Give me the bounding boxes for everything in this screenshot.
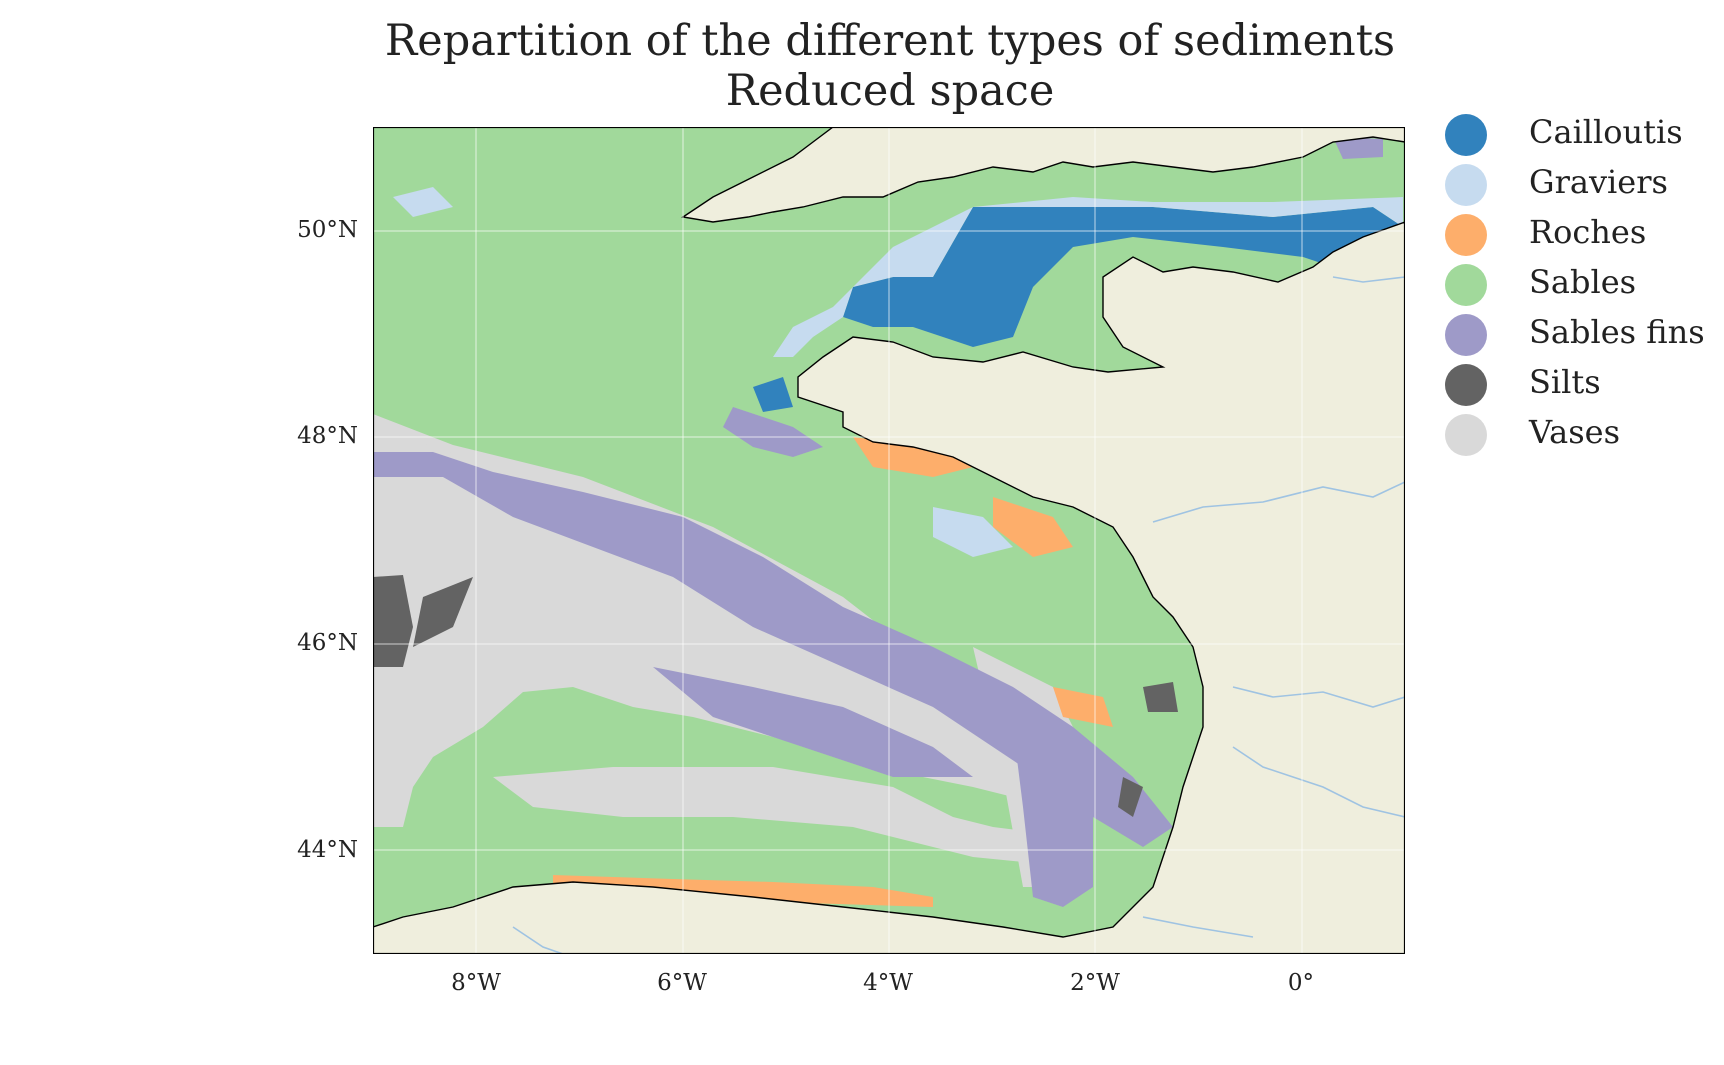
lon-tick-label: 4°W xyxy=(863,970,913,996)
zone-graviers-channel xyxy=(773,197,1403,357)
lon-tick-label: 8°W xyxy=(451,970,501,996)
zone-sables-fins-channel-east xyxy=(1333,137,1383,159)
river-garonne xyxy=(1232,746,1405,818)
sediment-map xyxy=(373,127,1405,954)
zone-graviers-south-brittany xyxy=(933,507,1013,557)
legend-swatch xyxy=(1445,164,1487,206)
zone-roches-coast xyxy=(993,497,1073,557)
zone-silts-landes xyxy=(1118,777,1143,817)
legend-label: Graviers xyxy=(1529,163,1668,201)
land-france xyxy=(373,221,1405,954)
zone-sables-fins-north xyxy=(723,407,823,457)
map-subtitle: Reduced space xyxy=(725,66,1055,116)
river-dordogne xyxy=(1232,686,1405,708)
zone-vases-west xyxy=(373,427,463,767)
river-seine xyxy=(1332,276,1405,283)
zone-graviers-north xyxy=(393,187,453,217)
lon-tick-label: 0° xyxy=(1287,970,1315,996)
legend-swatch xyxy=(1445,264,1487,306)
zone-cailloutis-brittany xyxy=(753,377,793,412)
legend-swatch xyxy=(1445,214,1487,256)
zone-sables-fins-landes xyxy=(1003,687,1093,907)
legend-swatch xyxy=(1445,314,1487,356)
zone-cailloutis-channel xyxy=(843,207,1403,347)
legend-label: Silts xyxy=(1529,363,1601,401)
legend-label: Cailloutis xyxy=(1529,113,1683,151)
lat-tick-label: 44°N xyxy=(297,837,358,863)
zone-silts-gironde xyxy=(1143,682,1178,712)
zone-roches-brittany xyxy=(853,437,973,477)
map-gridlines xyxy=(373,127,1405,954)
map-title: Repartition of the different types of se… xyxy=(384,16,1396,66)
zone-silts-west-2 xyxy=(413,577,473,647)
river-adour xyxy=(1142,916,1254,938)
legend-label: Sables xyxy=(1529,263,1637,301)
lon-tick-label: 2°W xyxy=(1070,970,1120,996)
zone-roches-basque xyxy=(553,875,933,907)
river-loire xyxy=(1152,481,1405,523)
zone-sables-fins-mid xyxy=(653,667,973,777)
legend-label: Sables fins xyxy=(1529,313,1705,351)
lat-tick-label: 50°N xyxy=(297,217,358,243)
legend-swatch xyxy=(1445,414,1487,456)
river-north-spain xyxy=(512,926,564,954)
lat-tick-label: 48°N xyxy=(297,423,358,449)
zone-vases-south xyxy=(493,767,1073,867)
legend-swatch xyxy=(1445,114,1487,156)
legend-label: Roches xyxy=(1529,213,1647,251)
map-frame xyxy=(373,127,1405,954)
lon-tick-label: 6°W xyxy=(657,970,707,996)
land-england xyxy=(681,127,1405,223)
lat-tick-label: 46°N xyxy=(297,630,358,656)
zone-roches-aquitaine xyxy=(1053,687,1113,727)
legend-swatch xyxy=(1445,364,1487,406)
legend-label: Vases xyxy=(1529,413,1621,451)
zone-silts-west xyxy=(373,575,413,667)
